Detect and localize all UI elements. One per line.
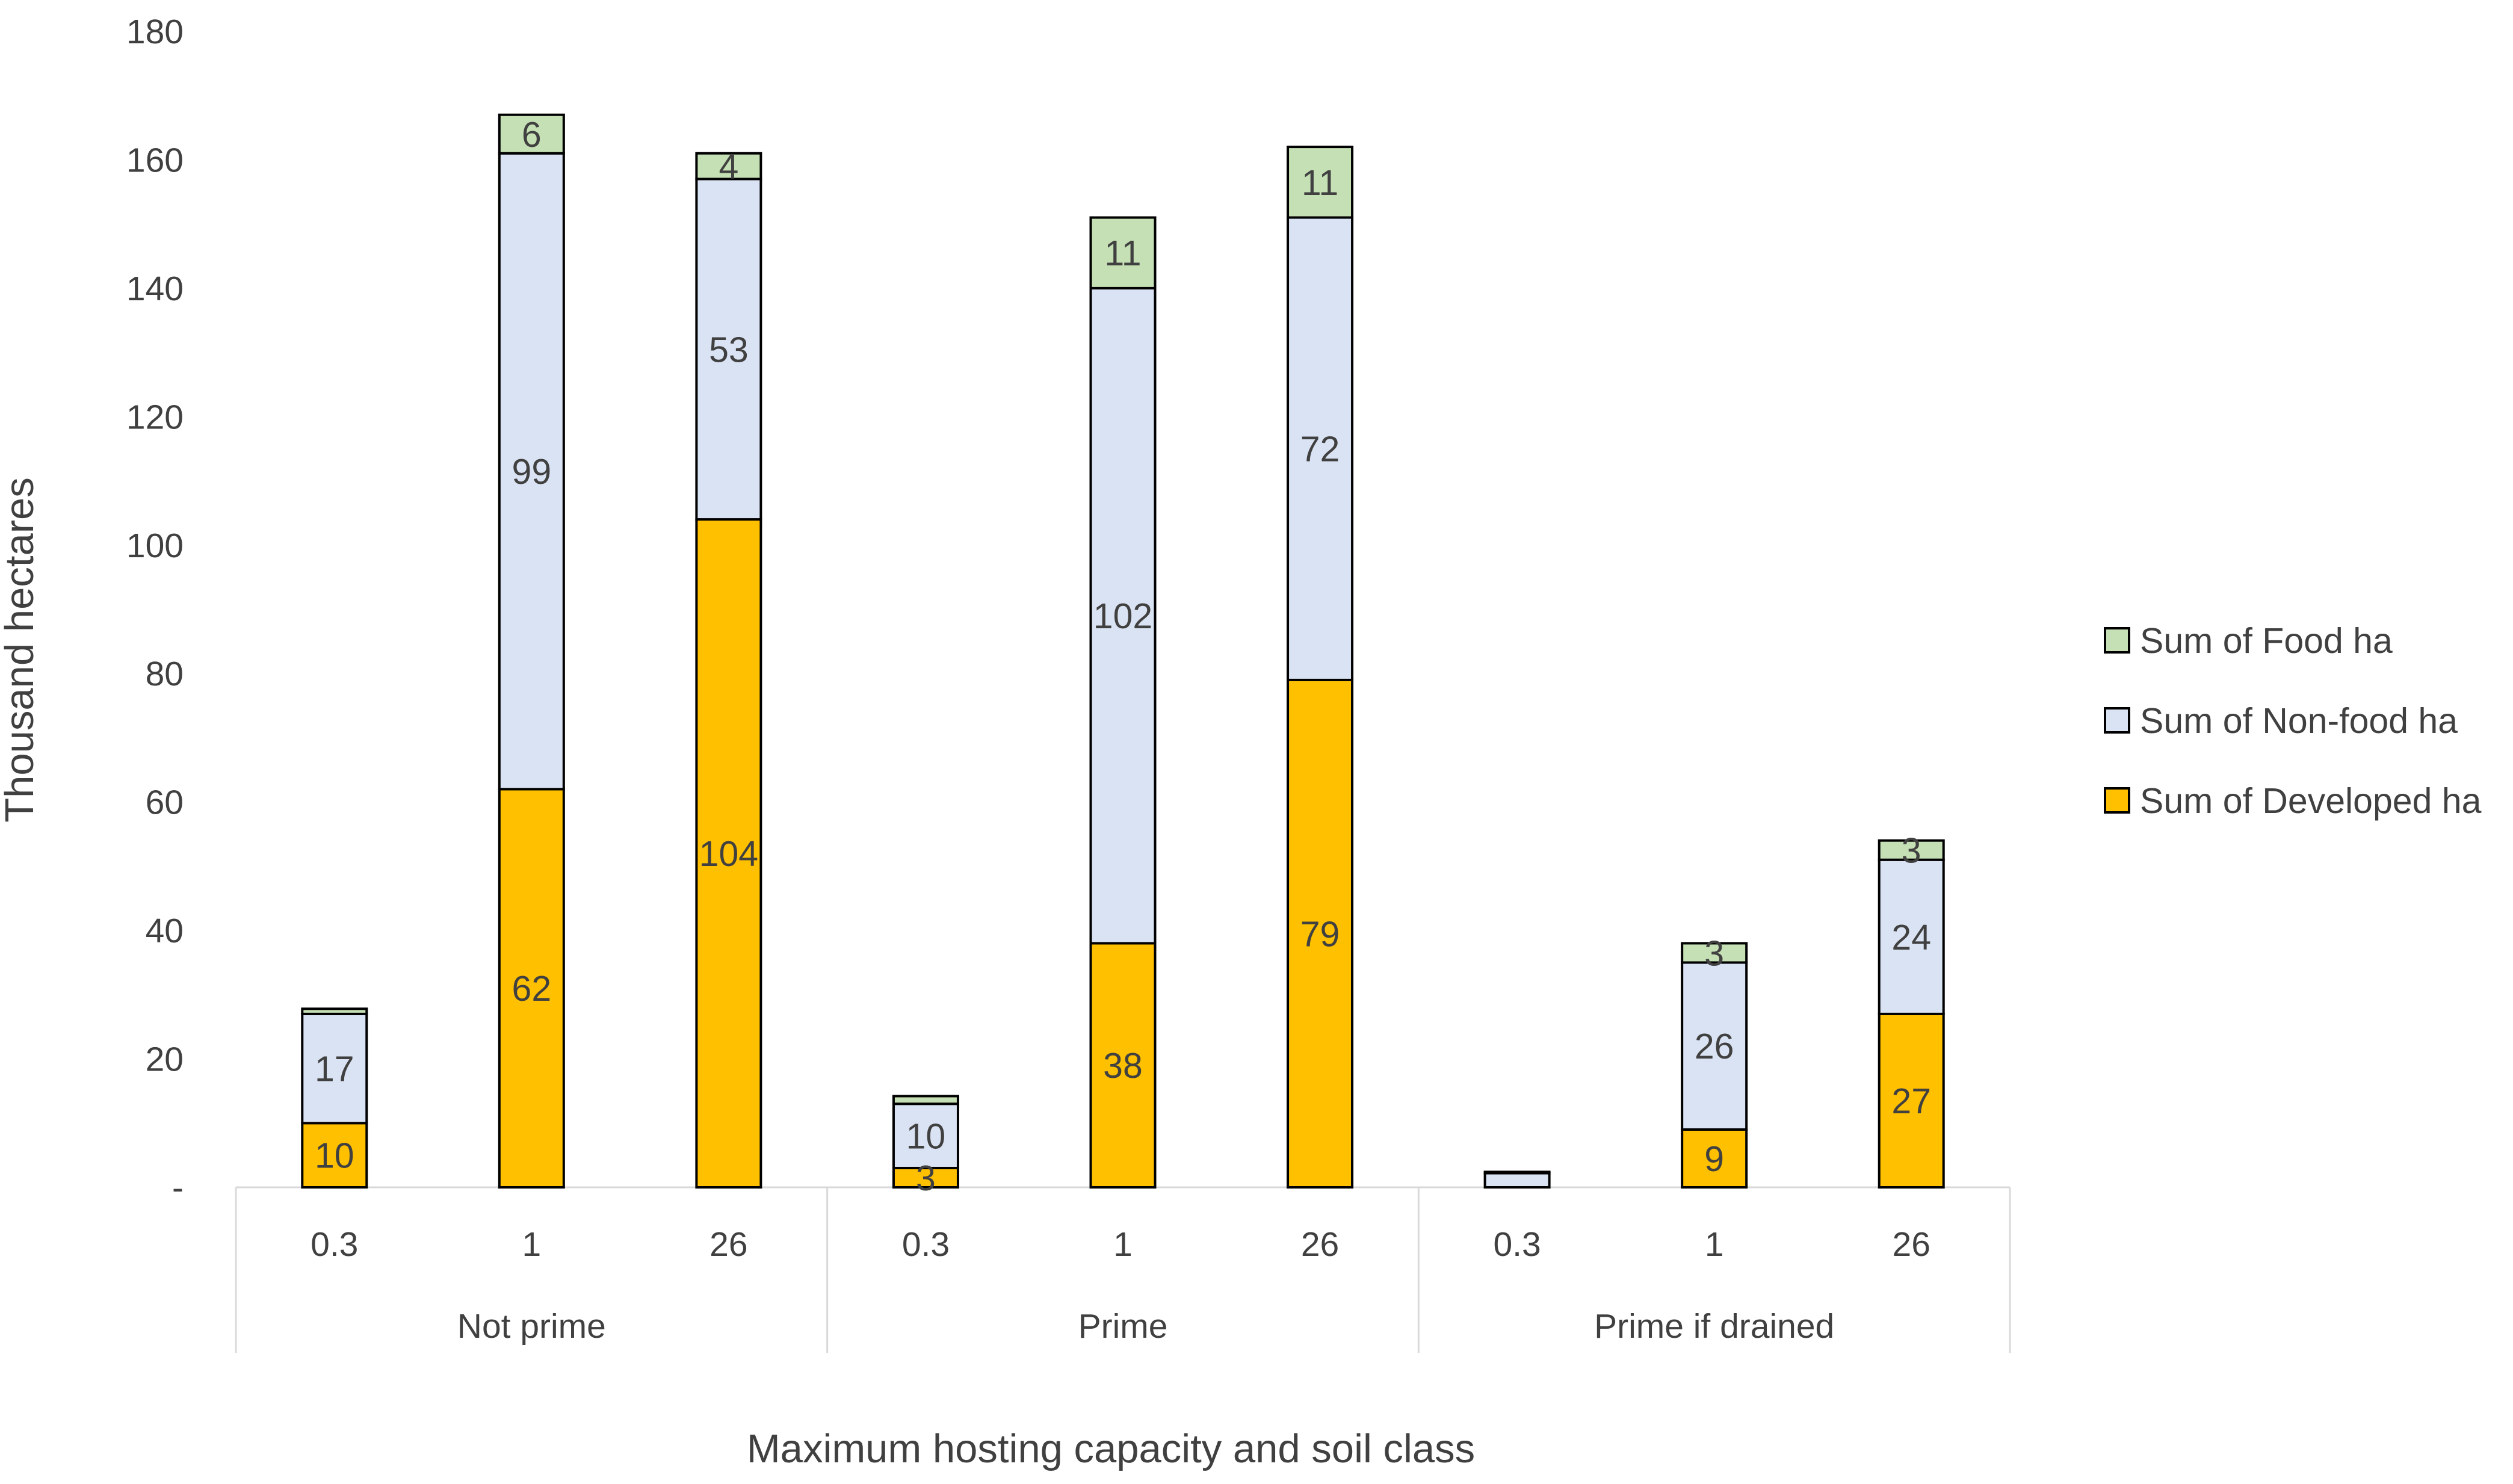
bar-segment-sum-of-developed-ha [498, 788, 565, 1189]
data-label-sum-of-developed-ha: 104 [699, 834, 758, 874]
data-label-sum-of-non-food-ha: 26 [1695, 1027, 1734, 1066]
bar-segment-sum-of-non-food-ha [1483, 1172, 1551, 1189]
group-label: Prime [1078, 1307, 1168, 1346]
data-label-sum-of-developed-ha: 79 [1300, 914, 1340, 954]
y-tick-label: 180 [126, 13, 184, 51]
y-tick-label: 100 [126, 527, 184, 565]
bar-segment-sum-of-food-ha [892, 1095, 959, 1105]
bar-segment-sum-of-non-food-ha [1287, 216, 1354, 681]
bar-segment-sum-of-food-ha [1878, 839, 1945, 861]
legend-label-sum-of-non-food-ha: Sum of Non-food ha [2140, 701, 2458, 741]
data-label-sum-of-food-ha: 11 [1104, 233, 1141, 273]
data-label-sum-of-non-food-ha: 24 [1891, 918, 1931, 957]
y-axis: - 20 40 60 80 100 120 140 160 180 [126, 13, 184, 1207]
data-label-sum-of-developed-ha: 3 [916, 1158, 936, 1198]
bar-segment-sum-of-food-ha [1681, 942, 1748, 964]
data-labels: 10 62 104 3 38 79 9 27 17 99 53 10 102 72 26 24 6 4 11 11 3 3 [315, 115, 1931, 1198]
y-tick-label: 80 [146, 655, 184, 693]
bar-segment-sum-of-food-ha [301, 1007, 368, 1015]
bar-segment-sum-of-food-ha [695, 152, 762, 181]
bar-segment-sum-of-non-food-ha [301, 1012, 368, 1125]
data-label-sum-of-developed-ha: 62 [512, 969, 552, 1009]
x-tick-label: 26 [1301, 1225, 1339, 1264]
y-tick-label: 120 [126, 398, 184, 436]
bars [301, 113, 1945, 1189]
y-tick-label: 60 [146, 784, 184, 822]
data-label-sum-of-non-food-ha: 99 [512, 452, 552, 492]
legend: Sum of Food ha Sum of Non-food ha Sum of D… [2104, 621, 2482, 821]
x-tick-label: 1 [1705, 1225, 1724, 1264]
legend-label-sum-of-food-ha: Sum of Food ha [2140, 621, 2393, 661]
data-label-sum-of-food-ha: 3 [1704, 933, 1724, 973]
x-axis-title: Maximum hosting capacity and soil class [747, 1426, 1475, 1471]
bar-segment-sum-of-food-ha [1287, 146, 1354, 219]
data-label-sum-of-non-food-ha: 102 [1093, 596, 1152, 636]
bar-segment-sum-of-developed-ha [1878, 1012, 1945, 1189]
y-tick-label: - [172, 1169, 184, 1207]
y-tick-label: 140 [126, 270, 184, 308]
data-label-sum-of-developed-ha: 9 [1704, 1139, 1724, 1179]
data-label-sum-of-food-ha: 6 [522, 115, 542, 155]
bar-segment-sum-of-non-food-ha [498, 152, 565, 791]
y-tick-label: 160 [126, 141, 184, 179]
data-label-sum-of-non-food-ha: 10 [906, 1117, 946, 1157]
bar-segment-sum-of-non-food-ha [1089, 286, 1157, 945]
legend-label-sum-of-developed-ha: Sum of Developed ha [2140, 781, 2482, 821]
bar-segment-sum-of-food-ha [498, 113, 565, 155]
x-tick-label: 0.3 [1493, 1225, 1541, 1264]
y-tick-label: 40 [146, 912, 184, 950]
data-label-sum-of-food-ha: 3 [1902, 831, 1921, 871]
data-label-sum-of-food-ha: 11 [1302, 163, 1338, 203]
x-tick-label: 26 [1893, 1225, 1930, 1264]
x-tick-label: 1 [1113, 1225, 1133, 1264]
data-label-sum-of-developed-ha: 38 [1103, 1046, 1143, 1086]
y-tick-label: 20 [146, 1040, 184, 1079]
x-tick-label: 0.3 [311, 1225, 358, 1264]
legend-swatch-sum-of-food-ha [2104, 627, 2130, 654]
y-axis-title: Thousand hectares [0, 477, 42, 823]
data-label-sum-of-non-food-ha: 53 [709, 330, 749, 369]
x-tick-label: 1 [522, 1225, 541, 1264]
legend-swatch-sum-of-developed-ha [2104, 787, 2130, 814]
data-label-sum-of-food-ha: 4 [719, 147, 738, 187]
bar-segment-sum-of-food-ha [1089, 216, 1157, 289]
bar-segment-sum-of-non-food-ha [892, 1102, 959, 1169]
x-axis: 0.3 1 26 Not prime 0.3 1 26 Prime 0.3 1 26 Prime if… [235, 1186, 2011, 1353]
group-label: Prime if drained [1594, 1307, 1834, 1346]
x-tick-label: 26 [709, 1225, 747, 1264]
bar-segment-sum-of-food-ha [1483, 1170, 1551, 1175]
data-label-sum-of-non-food-ha: 17 [315, 1050, 354, 1089]
legend-swatch-sum-of-non-food-ha [2104, 707, 2130, 734]
bar-segment-sum-of-developed-ha [301, 1122, 368, 1189]
data-label-sum-of-developed-ha: 27 [1891, 1081, 1931, 1121]
data-label-sum-of-non-food-ha: 72 [1300, 430, 1340, 469]
data-label-sum-of-developed-ha: 10 [315, 1136, 354, 1176]
x-tick-label: 0.3 [902, 1225, 950, 1264]
group-label: Not prime [457, 1307, 606, 1346]
